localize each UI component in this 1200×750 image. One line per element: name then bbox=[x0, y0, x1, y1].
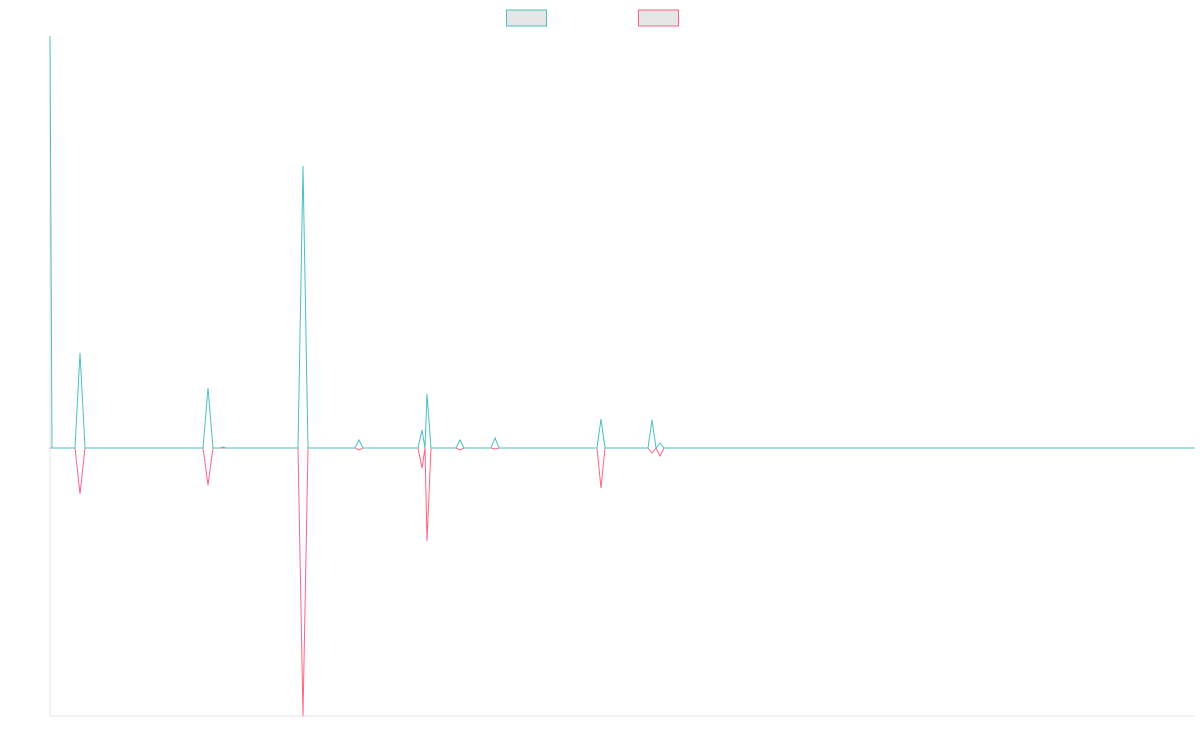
series-line bbox=[50, 447, 1195, 717]
legend-swatch bbox=[638, 9, 679, 27]
legend-swatch bbox=[506, 9, 547, 27]
series-line bbox=[49, 35, 1195, 450]
